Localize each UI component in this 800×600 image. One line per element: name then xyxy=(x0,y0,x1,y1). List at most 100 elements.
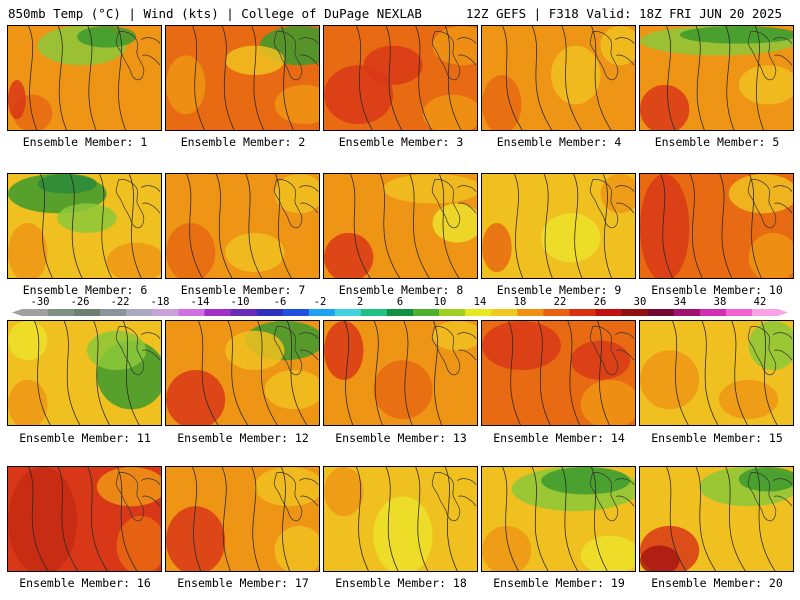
height-contour xyxy=(502,26,523,130)
temperature-region xyxy=(8,223,48,278)
ensemble-member-label: Ensemble Member: 9 xyxy=(496,283,622,297)
height-contour xyxy=(502,467,519,571)
colorbar-tick-label: 18 xyxy=(513,296,527,308)
ensemble-member-map xyxy=(481,25,636,131)
height-contour xyxy=(689,174,703,278)
height-contour xyxy=(719,174,733,278)
colorbar-tick-label: -14 xyxy=(190,296,210,308)
colorbar-tick-label: 10 xyxy=(433,296,447,308)
temperature-region xyxy=(580,379,635,425)
temperature-region xyxy=(748,321,793,371)
colorbar-segment xyxy=(517,309,544,316)
ensemble-member-label: Ensemble Member: 11 xyxy=(19,431,151,445)
ensemble-member-map xyxy=(323,320,478,426)
temperature-region xyxy=(422,94,477,130)
ensemble-member-label: Ensemble Member: 6 xyxy=(22,283,148,297)
temperature-region xyxy=(166,506,226,571)
temperature-region xyxy=(541,213,601,263)
ensemble-member-map xyxy=(165,320,320,426)
colorbar-tick-label: 26 xyxy=(593,296,607,308)
height-contour xyxy=(438,174,460,278)
colorbar-segment xyxy=(647,309,675,316)
height-contour xyxy=(590,467,608,571)
temperature-region xyxy=(225,330,285,371)
ensemble-member-map xyxy=(7,25,162,131)
height-contour xyxy=(191,26,206,130)
height-contour xyxy=(186,174,203,278)
temperature-region xyxy=(738,65,793,105)
temperature-colorbar: -30 -26 -22 -18 -14 -10 -6 -2 2 6 10 14 18 22 26 30 34 38… xyxy=(12,296,788,320)
colorbar-segment xyxy=(725,309,753,316)
ensemble-member-label: Ensemble Member: 5 xyxy=(654,135,780,149)
colorbar-segment xyxy=(178,309,205,316)
colorbar-tick-label: 30 xyxy=(633,296,647,308)
temperature-region xyxy=(442,467,477,497)
ensemble-member-map xyxy=(323,173,478,279)
height-contour xyxy=(531,467,549,571)
temperature-region xyxy=(363,45,423,85)
height-contour xyxy=(507,321,522,425)
ensemble-member-label: Ensemble Member: 17 xyxy=(177,576,309,590)
temperature-region xyxy=(373,496,433,571)
colorbar-segment xyxy=(413,309,440,316)
height-contour xyxy=(444,26,462,130)
colorbar-segment xyxy=(491,309,518,316)
ensemble-member-label: Ensemble Member: 1 xyxy=(22,135,148,149)
height-contour xyxy=(344,321,354,425)
height-contour xyxy=(215,174,233,278)
temperature-field xyxy=(8,321,161,425)
height-contour xyxy=(602,174,613,278)
temperature-region xyxy=(640,84,690,130)
temperature-region xyxy=(37,174,97,194)
colorbar-min-arrow xyxy=(12,309,22,316)
colorbar-segment xyxy=(386,309,414,316)
height-contour xyxy=(754,26,765,130)
colorbar-tick-label: -6 xyxy=(273,296,287,308)
ensemble-member-map xyxy=(323,25,478,131)
model-valid-time: 12Z GEFS | F318 Valid: 18Z FRI JUN 20 20… xyxy=(465,6,782,21)
height-contour xyxy=(33,321,51,425)
ensemble-member-label: Ensemble Member: 2 xyxy=(180,135,306,149)
height-contour xyxy=(731,321,749,425)
colorbar-segment xyxy=(126,309,153,316)
great-lakes-outline xyxy=(431,179,477,229)
height-contour xyxy=(245,174,263,278)
chart-title: 850mb Temp (°C) | Wind (kts) | College o… xyxy=(8,6,422,21)
temperature-field xyxy=(640,321,793,425)
height-contour xyxy=(409,174,430,278)
temperature-field xyxy=(324,467,477,571)
ensemble-member-map xyxy=(323,466,478,572)
height-contour xyxy=(561,26,582,130)
temperature-region xyxy=(166,55,206,115)
temperature-field xyxy=(640,174,793,278)
colorbar-segment xyxy=(74,309,101,316)
height-contour xyxy=(665,26,676,130)
height-contour xyxy=(57,467,79,571)
temperature-region xyxy=(482,525,532,571)
temperature-field xyxy=(324,26,477,130)
temperature-region xyxy=(432,321,477,351)
height-contour xyxy=(665,467,687,571)
temperature-region xyxy=(482,223,512,273)
temperature-region xyxy=(225,232,285,273)
colorbar-segment xyxy=(204,309,231,316)
height-contour xyxy=(573,174,583,278)
temperature-region xyxy=(274,174,319,214)
height-contour xyxy=(57,26,67,130)
great-lakes-outline xyxy=(589,179,635,229)
colorbar-segment xyxy=(152,309,179,316)
height-contour xyxy=(415,467,429,571)
height-contour xyxy=(116,467,138,571)
temperature-field xyxy=(482,26,635,130)
height-contour xyxy=(251,467,261,571)
temperature-field xyxy=(166,174,319,278)
great-lakes-outline xyxy=(747,326,793,376)
temperature-region xyxy=(728,174,793,214)
temperature-field xyxy=(482,321,635,425)
ensemble-member-label: Ensemble Member: 8 xyxy=(338,283,464,297)
ensemble-member-map xyxy=(7,466,162,572)
temperature-field xyxy=(324,321,477,425)
colorbar-tick-label: -26 xyxy=(70,296,90,308)
height-contour xyxy=(531,26,553,130)
colorbar-tick-label: 14 xyxy=(473,296,487,308)
